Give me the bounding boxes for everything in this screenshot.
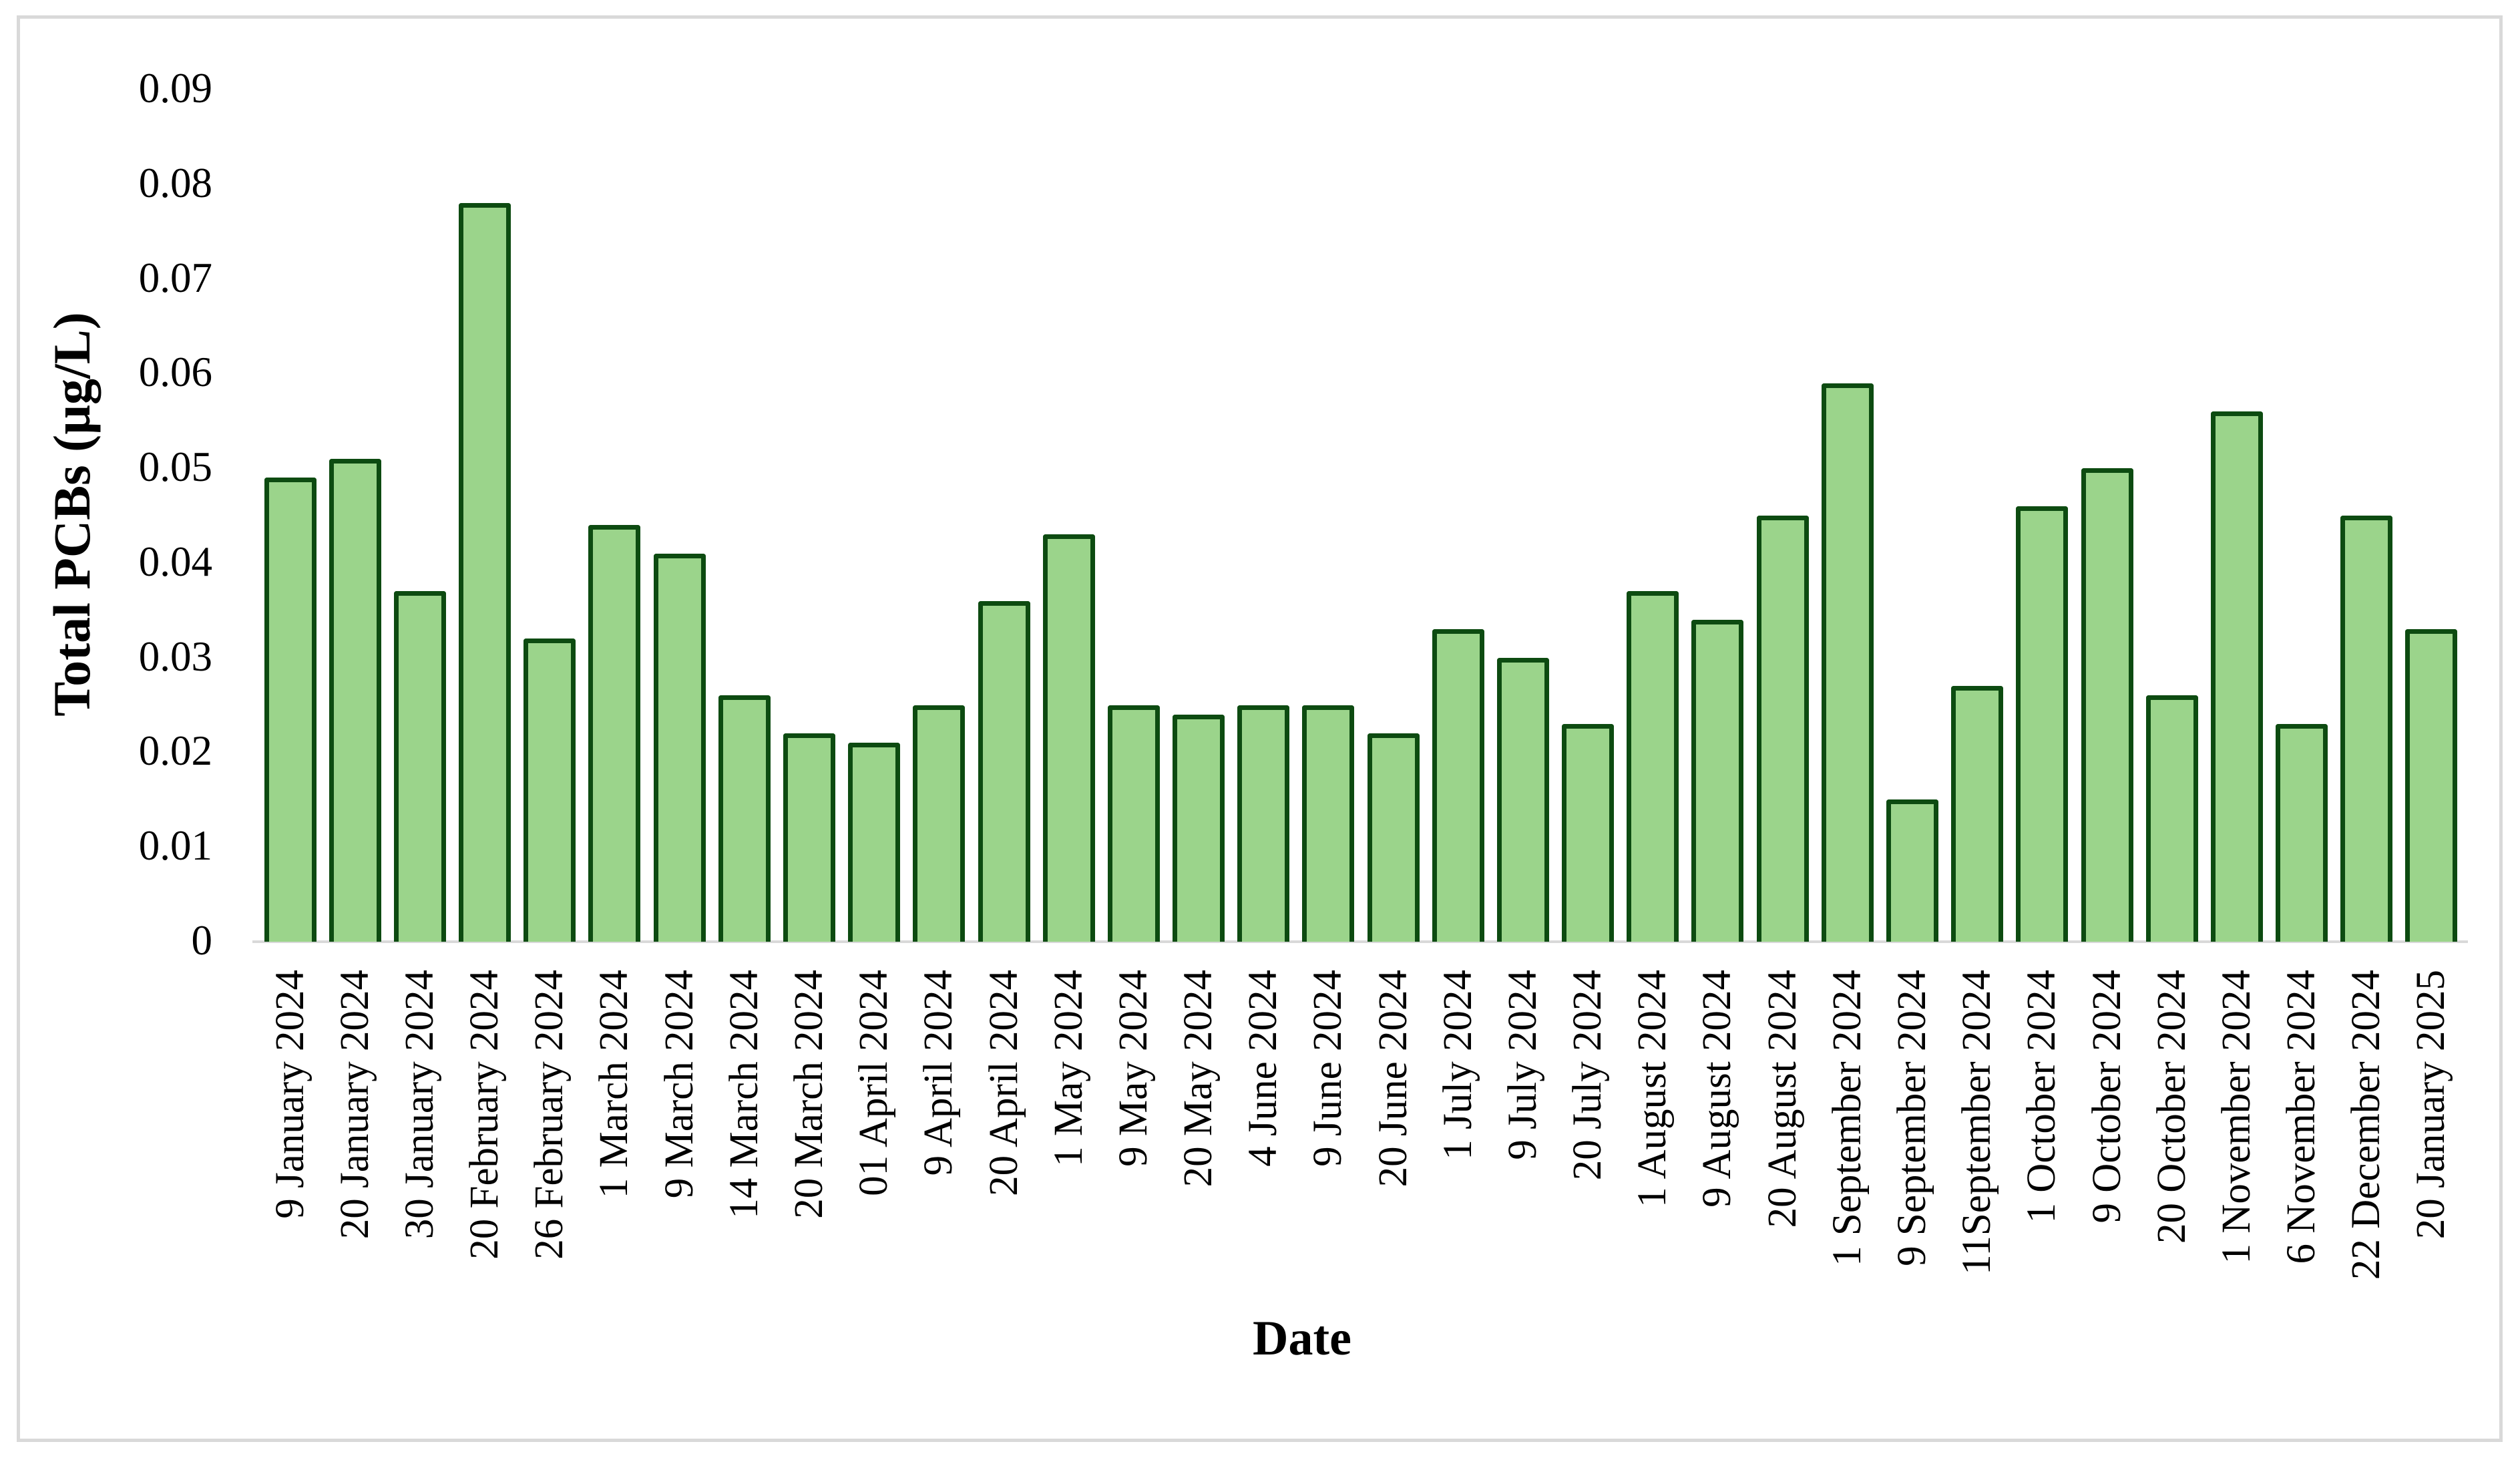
y-tick-label: 0.09 [138, 65, 212, 112]
x-tick-label: 20 August 2024 [1760, 970, 1805, 1228]
x-tick-label: 1 November 2024 [2214, 970, 2259, 1264]
bar [2340, 516, 2392, 942]
bar [913, 705, 965, 942]
x-axis-title: Date [1253, 1311, 1351, 1366]
x-tick-label: 1 March 2024 [592, 970, 636, 1199]
y-tick-label: 0.05 [138, 443, 212, 491]
x-tick-label: 9 May 2024 [1111, 970, 1156, 1167]
bar [1108, 705, 1160, 942]
bar [459, 203, 511, 942]
x-tick-label: 20 March 2024 [787, 970, 831, 1219]
x-tick-label: 9 March 2024 [657, 970, 702, 1199]
x-axis-line [252, 940, 2468, 943]
x-tick-label: 20 October 2024 [2149, 970, 2194, 1244]
x-tick-label: 14 March 2024 [722, 970, 767, 1219]
x-tick-label: 9 June 2024 [1305, 970, 1350, 1167]
bar [1951, 686, 2003, 942]
bar [394, 591, 446, 942]
x-tick-label: 26 February 2024 [527, 970, 572, 1260]
x-tick-label: 30 January 2024 [397, 970, 442, 1240]
bar [523, 639, 576, 942]
bar [2081, 468, 2133, 942]
x-tick-label: 20 January 2025 [2408, 970, 2453, 1240]
x-tick-label: 1 September 2024 [1825, 970, 1870, 1266]
x-tick-label: 1 May 2024 [1046, 970, 1091, 1167]
bar [1368, 733, 1420, 942]
bar [783, 733, 835, 942]
x-tick-label: 20 January 2024 [333, 970, 377, 1240]
x-tick-label: 20 May 2024 [1176, 970, 1221, 1188]
x-tick-label: 9 October 2024 [2085, 970, 2129, 1224]
x-tick-label: 9 April 2024 [916, 970, 961, 1176]
bar [1691, 620, 1743, 942]
x-tick-label: 22 December 2024 [2344, 970, 2388, 1280]
bar [1043, 534, 1095, 942]
y-tick-label: 0.01 [138, 822, 212, 870]
bar [264, 478, 317, 942]
bar [1497, 658, 1549, 942]
bar [588, 525, 640, 942]
x-tick-label: 9 September 2024 [1890, 970, 1934, 1266]
y-tick-label: 0 [191, 917, 213, 964]
y-tick-label: 0.08 [138, 159, 212, 206]
bar [2276, 724, 2328, 942]
bar [1237, 705, 1289, 942]
bar [1886, 799, 1938, 942]
bar [1432, 629, 1484, 942]
y-tick-label: 0.04 [138, 538, 212, 585]
bar [1562, 724, 1614, 942]
y-tick-label: 0.02 [138, 727, 212, 775]
bar [848, 743, 900, 942]
x-tick-label: 1 August 2024 [1630, 970, 1675, 1208]
y-tick-label: 0.07 [138, 254, 212, 301]
x-tick-label: 4 June 2024 [1241, 970, 1285, 1167]
x-tick-label: 9 August 2024 [1695, 970, 1739, 1208]
bar [1302, 705, 1354, 942]
x-tick-label: 1 October 2024 [2019, 970, 2064, 1224]
x-tick-label: 20 February 2024 [462, 970, 507, 1260]
y-tick-label: 0.03 [138, 632, 212, 680]
y-tick-label: 0.06 [138, 349, 212, 396]
bar [1173, 715, 1225, 942]
bar [2016, 506, 2068, 942]
x-tick-label: 20 June 2024 [1371, 970, 1416, 1188]
bar [978, 601, 1030, 942]
bar [1822, 383, 1874, 942]
bar [2211, 411, 2263, 942]
bar [1757, 516, 1809, 942]
x-tick-label: 11September 2024 [1954, 970, 1999, 1275]
bar [329, 459, 381, 942]
bar [1627, 591, 1679, 942]
bar [2146, 695, 2198, 942]
x-tick-label: 01 April 2024 [851, 970, 896, 1196]
x-tick-label: 9 January 2024 [268, 970, 312, 1219]
x-tick-label: 20 July 2024 [1565, 970, 1610, 1181]
bar [654, 554, 706, 942]
x-tick-label: 20 April 2024 [982, 970, 1026, 1196]
x-tick-label: 1 July 2024 [1436, 970, 1480, 1160]
bar [2405, 629, 2457, 942]
x-tick-label: 6 November 2024 [2279, 970, 2324, 1264]
x-tick-label: 9 July 2024 [1500, 970, 1545, 1160]
bar [718, 695, 771, 942]
